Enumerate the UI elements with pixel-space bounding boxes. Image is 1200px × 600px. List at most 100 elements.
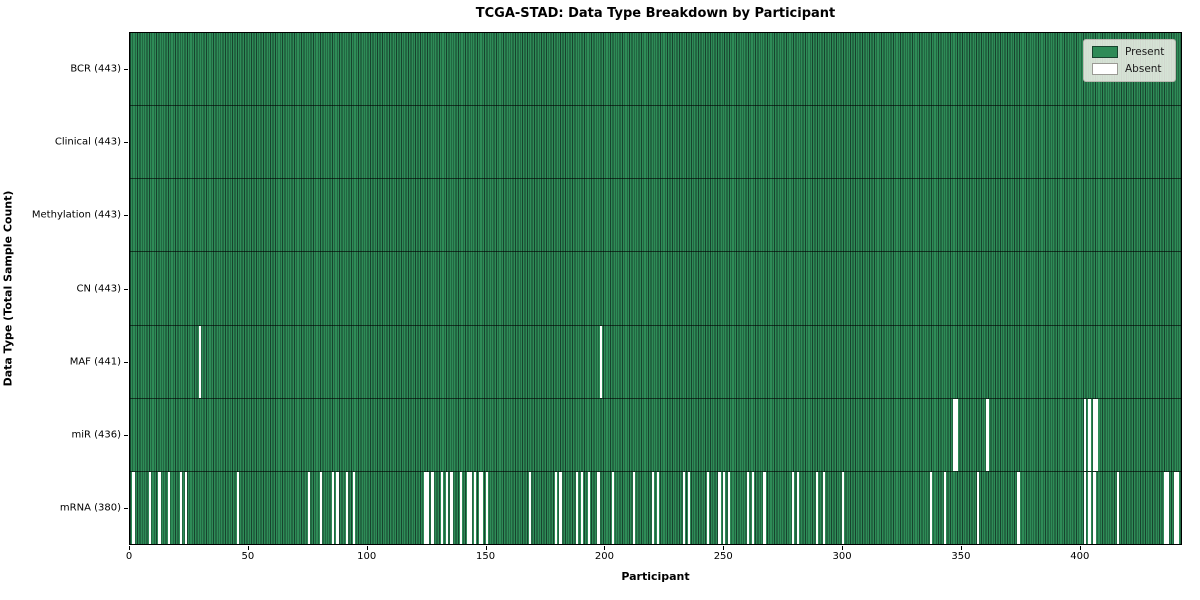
absent-stripe bbox=[1088, 398, 1091, 471]
xtick-mark bbox=[960, 546, 962, 550]
xtick-label-50: 50 bbox=[241, 551, 255, 562]
absent-stripe bbox=[554, 471, 558, 544]
absent-stripe bbox=[459, 471, 463, 544]
absent-stripe bbox=[1093, 471, 1096, 544]
absent-stripe bbox=[656, 471, 660, 544]
absent-stripe bbox=[611, 471, 614, 544]
absent-stripe bbox=[1166, 471, 1170, 544]
absent-stripe bbox=[336, 471, 339, 544]
absent-stripe bbox=[559, 471, 562, 544]
absent-stripe bbox=[580, 471, 584, 544]
absent-stripe bbox=[319, 471, 323, 544]
ytick-label-mRNA: mRNA (380) bbox=[59, 502, 121, 514]
absent-stripe bbox=[478, 471, 482, 544]
absent-stripe bbox=[353, 471, 356, 544]
xtick-mark bbox=[604, 546, 606, 550]
absent-stripe bbox=[1116, 471, 1120, 544]
ytick-mark bbox=[124, 141, 128, 143]
heatmap-row-CN bbox=[130, 251, 1181, 325]
heatmap-row-Clinical bbox=[130, 105, 1181, 179]
absent-stripe bbox=[1088, 471, 1091, 544]
xtick-mark bbox=[247, 546, 249, 550]
xtick-label-150: 150 bbox=[475, 551, 496, 562]
xtick-label-0: 0 bbox=[125, 551, 133, 562]
legend-present-swatch bbox=[1092, 46, 1118, 58]
absent-stripe bbox=[632, 471, 636, 544]
absent-stripe bbox=[727, 471, 731, 544]
absent-stripe bbox=[976, 471, 980, 544]
absent-stripe bbox=[1095, 398, 1098, 471]
absent-stripe bbox=[167, 471, 171, 544]
absent-stripe bbox=[198, 325, 202, 398]
xtick-label-400: 400 bbox=[1070, 551, 1090, 562]
absent-stripe bbox=[236, 471, 240, 544]
legend-item-absent: Absent bbox=[1092, 63, 1167, 75]
ytick-mark bbox=[124, 435, 128, 437]
absent-stripe bbox=[179, 471, 183, 544]
absent-stripe bbox=[132, 471, 135, 544]
absent-stripe bbox=[986, 398, 989, 471]
absent-stripe bbox=[469, 471, 472, 544]
absent-stripe bbox=[307, 471, 311, 544]
absent-stripe bbox=[791, 471, 795, 544]
absent-stripe bbox=[955, 398, 958, 471]
absent-stripe bbox=[815, 471, 818, 544]
ytick-mark bbox=[124, 361, 128, 363]
absent-stripe bbox=[345, 471, 349, 544]
ytick-label-MAF: MAF (441) bbox=[69, 356, 121, 368]
xtick-mark bbox=[842, 546, 844, 550]
absent-stripe bbox=[474, 471, 477, 544]
absent-stripe bbox=[796, 471, 800, 544]
ytick-mark bbox=[124, 68, 128, 70]
absent-stripe bbox=[929, 471, 932, 544]
absent-stripe bbox=[682, 471, 686, 544]
heatmap-row-BCR bbox=[130, 33, 1181, 106]
x-axis-label: Participant bbox=[621, 570, 690, 583]
xtick-label-100: 100 bbox=[357, 551, 377, 562]
absent-stripe bbox=[718, 471, 721, 544]
xtick-mark bbox=[485, 546, 487, 550]
absent-stripe bbox=[481, 471, 484, 544]
absent-stripe bbox=[746, 471, 750, 544]
absent-stripe bbox=[1176, 471, 1179, 544]
chart-title: TCGA-STAD: Data Type Breakdown by Partic… bbox=[475, 6, 836, 21]
absent-stripe bbox=[528, 471, 531, 544]
absent-stripe bbox=[723, 471, 726, 544]
absent-stripe bbox=[1093, 398, 1096, 471]
xtick-label-300: 300 bbox=[832, 551, 852, 562]
absent-stripe bbox=[687, 471, 690, 544]
ytick-label-BCR: BCR (443) bbox=[70, 63, 121, 75]
xtick-mark bbox=[723, 546, 725, 550]
absent-stripe bbox=[1017, 471, 1020, 544]
xtick-mark bbox=[129, 546, 130, 550]
xtick-label-200: 200 bbox=[594, 551, 614, 562]
absent-stripe bbox=[158, 471, 161, 544]
absent-stripe bbox=[184, 471, 187, 544]
absent-stripe bbox=[822, 471, 826, 544]
absent-stripe bbox=[651, 471, 655, 544]
absent-stripe bbox=[599, 325, 603, 398]
absent-stripe bbox=[445, 471, 448, 544]
absent-stripe bbox=[1083, 471, 1087, 544]
absent-stripe bbox=[440, 471, 444, 544]
ytick-label-Methylation: Methylation (443) bbox=[31, 209, 121, 221]
absent-stripe bbox=[587, 471, 591, 544]
absent-stripe bbox=[763, 471, 766, 544]
absent-stripe bbox=[426, 471, 429, 544]
ytick-mark bbox=[124, 508, 128, 510]
heatmap-row-Methylation bbox=[130, 178, 1181, 252]
legend-absent-label: Absent bbox=[1125, 63, 1162, 75]
absent-stripe bbox=[953, 398, 956, 471]
xtick-mark bbox=[1079, 546, 1081, 550]
heatmap-plot-area bbox=[129, 32, 1182, 545]
ytick-mark bbox=[124, 215, 128, 217]
ytick-label-CN: CN (443) bbox=[76, 283, 121, 294]
legend-absent-swatch bbox=[1092, 63, 1118, 75]
legend-present-label: Present bbox=[1125, 46, 1165, 58]
absent-stripe bbox=[1164, 471, 1167, 544]
legend: Present Absent bbox=[1083, 39, 1176, 82]
xtick-label-250: 250 bbox=[713, 551, 733, 562]
absent-stripe bbox=[597, 471, 600, 544]
absent-stripe bbox=[331, 471, 335, 544]
absent-stripe bbox=[841, 471, 845, 544]
